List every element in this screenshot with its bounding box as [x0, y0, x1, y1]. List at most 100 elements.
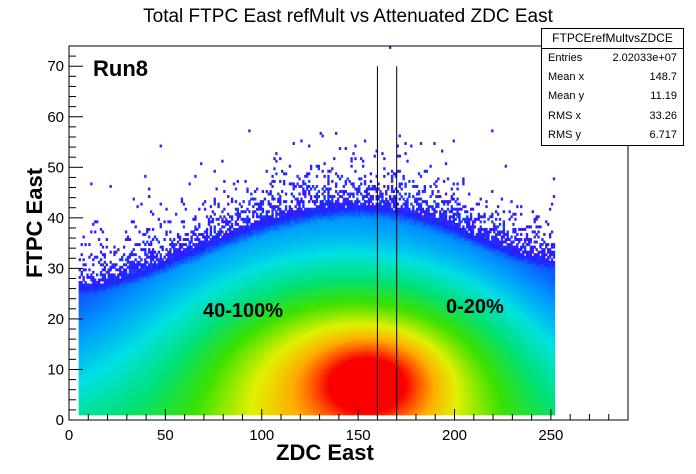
- heatmap-cell: [92, 276, 94, 279]
- heatmap-cell: [136, 266, 138, 269]
- heatmap-cell: [148, 248, 150, 251]
- heatmap-cell: [119, 268, 121, 271]
- heatmap-cell: [92, 271, 94, 274]
- heatmap-cell: [160, 225, 162, 228]
- heatmap-cell: [217, 223, 219, 226]
- heatmap-cell: [158, 218, 160, 221]
- heatmap-cell: [104, 266, 106, 269]
- heatmap-cell: [156, 256, 158, 259]
- heatmap-cell: [113, 273, 115, 276]
- heatmap-cell: [100, 251, 102, 254]
- heatmap-cell: [144, 263, 146, 266]
- heatmap-cell: [113, 253, 115, 256]
- heatmap-cell: [144, 248, 146, 251]
- heatmap-cell: [160, 203, 162, 206]
- heatmap-cell: [163, 256, 165, 259]
- heatmap-cell: [121, 266, 123, 269]
- heatmap-cell: [160, 223, 162, 226]
- heatmap-cell: [135, 253, 137, 256]
- heatmap-cell: [206, 228, 208, 231]
- heatmap-cell: [144, 175, 146, 178]
- heatmap-cell: [177, 241, 179, 244]
- heatmap-cell: [154, 251, 156, 254]
- heatmap-cell: [152, 253, 154, 256]
- heatmap-cell: [214, 225, 216, 228]
- heatmap-cell: [198, 238, 200, 241]
- heatmap-cell: [214, 203, 216, 206]
- heatmap-cell: [165, 248, 167, 251]
- heatmap-cell: [133, 248, 135, 251]
- heatmap-cell: [152, 258, 154, 261]
- heatmap-cell: [217, 218, 219, 221]
- heatmap-cell: [100, 243, 102, 246]
- heatmap-cell: [106, 263, 108, 266]
- heatmap-cell: [190, 246, 192, 249]
- heatmap-cell: [187, 233, 189, 236]
- heatmap-cell: [206, 238, 208, 241]
- heatmap-cell: [181, 246, 183, 249]
- heatmap-cell: [214, 170, 216, 173]
- heatmap-cell: [81, 253, 83, 256]
- heatmap-cell: [160, 256, 162, 259]
- heatmap-cell: [123, 246, 125, 249]
- heatmap-cell: [140, 258, 142, 261]
- heatmap-cell: [210, 230, 212, 233]
- heatmap-cell: [146, 230, 148, 233]
- heatmap-cell: [190, 238, 192, 241]
- heatmap-cell: [82, 236, 84, 239]
- heatmap-cell: [194, 175, 196, 178]
- heatmap-cell: [144, 251, 146, 254]
- heatmap-cell: [98, 281, 100, 284]
- heatmap-cell: [81, 281, 83, 284]
- heatmap-cell: [144, 233, 146, 236]
- heatmap-cell: [81, 273, 83, 276]
- heatmap-cell: [210, 215, 212, 218]
- heatmap-cell: [165, 208, 167, 211]
- heatmap-cell: [208, 236, 210, 239]
- heatmap-cell: [194, 215, 196, 218]
- heatmap-cell: [150, 243, 152, 246]
- heatmap-cell: [219, 228, 221, 231]
- heatmap-cell: [104, 261, 106, 264]
- heatmap-cell: [165, 230, 167, 233]
- heatmap-cell: [104, 273, 106, 276]
- heatmap-cell: [82, 276, 84, 279]
- heatmap-cell: [214, 200, 216, 203]
- heatmap-cell: [138, 243, 140, 246]
- heatmap-cell: [98, 238, 100, 241]
- heatmap-cell: [135, 258, 137, 261]
- heatmap-cell: [92, 258, 94, 261]
- heatmap-cell: [142, 241, 144, 244]
- heatmap-cell: [219, 233, 221, 236]
- heatmap-cell: [198, 225, 200, 228]
- heatmap-cell: [90, 273, 92, 276]
- heatmap-cell: [140, 203, 142, 206]
- heatmap-cell: [214, 198, 216, 201]
- heatmap-cell: [100, 228, 102, 231]
- heatmap-cell: [210, 205, 212, 208]
- heatmap-cell: [125, 271, 127, 274]
- heatmap-cell: [190, 241, 192, 244]
- heatmap-cell: [183, 220, 185, 223]
- heatmap-cell: [177, 233, 179, 236]
- heatmap-cell: [104, 276, 106, 279]
- heatmap-cell: [189, 182, 191, 185]
- heatmap-cell: [148, 188, 150, 191]
- heatmap-cell: [150, 241, 152, 244]
- heatmap-cell: [115, 263, 117, 266]
- heatmap-cell: [109, 268, 111, 271]
- heatmap-cell: [181, 198, 183, 201]
- heatmap-cell: [196, 228, 198, 231]
- heatmap-cell: [135, 225, 137, 228]
- heatmap-cell: [102, 263, 104, 266]
- heatmap-cell: [198, 223, 200, 226]
- heatmap-cell: [152, 238, 154, 241]
- heatmap-cell: [102, 246, 104, 249]
- heatmap-cell: [94, 230, 96, 233]
- heatmap-cell: [148, 195, 150, 198]
- heatmap-cell: [165, 233, 167, 236]
- heatmap-cell: [94, 278, 96, 281]
- heatmap-cell: [206, 230, 208, 233]
- heatmap-cell: [204, 200, 206, 203]
- heatmap-cell: [129, 256, 131, 259]
